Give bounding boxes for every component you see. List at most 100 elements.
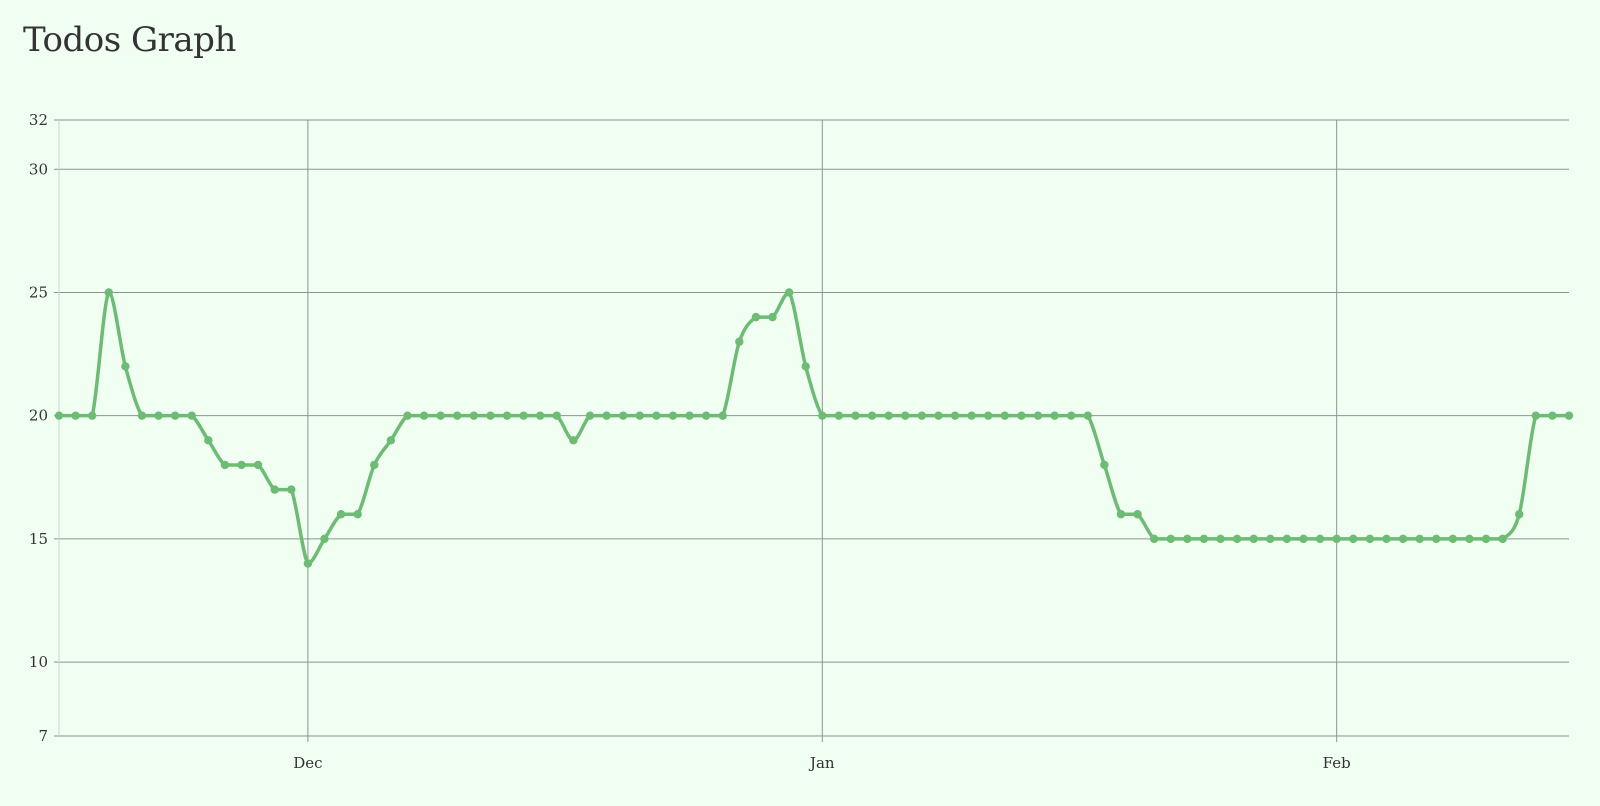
y-grid xyxy=(59,119,1569,737)
data-point xyxy=(950,411,960,420)
data-point xyxy=(536,411,545,420)
data-point xyxy=(967,411,976,420)
page-title: Todos Graph xyxy=(23,20,236,60)
data-point xyxy=(1564,411,1574,420)
data-point xyxy=(1050,411,1059,420)
data-point xyxy=(1332,534,1341,544)
data-point xyxy=(419,411,429,420)
x-tick-label: Jan xyxy=(808,754,835,772)
data-point xyxy=(1481,534,1491,544)
data-point xyxy=(436,411,445,420)
data-point xyxy=(370,460,379,470)
data-point xyxy=(1232,534,1242,544)
data-point xyxy=(220,460,230,470)
data-point xyxy=(818,411,827,420)
data-point xyxy=(1249,534,1258,544)
data-point xyxy=(668,411,678,420)
data-point xyxy=(1266,534,1275,544)
data-point xyxy=(519,411,528,420)
data-point xyxy=(867,411,877,420)
data-point xyxy=(1415,534,1424,544)
data-point xyxy=(253,460,263,470)
data-point xyxy=(187,411,196,420)
data-point xyxy=(170,411,180,420)
data-point xyxy=(137,411,147,420)
data-point xyxy=(154,411,163,420)
data-point xyxy=(1066,411,1076,420)
data-point xyxy=(1531,411,1541,420)
data-point xyxy=(1083,411,1092,420)
y-tick-label: 7 xyxy=(38,727,48,745)
y-axis: 7 10 15 20 25 30 32 xyxy=(29,111,60,745)
data-point xyxy=(87,411,97,420)
data-point xyxy=(486,411,495,420)
data-point xyxy=(1498,534,1507,544)
data-point xyxy=(984,411,993,420)
series-line xyxy=(57,290,1571,566)
y-tick-label: 10 xyxy=(29,653,48,671)
data-point xyxy=(386,436,396,445)
data-point xyxy=(1116,510,1126,519)
data-point xyxy=(1448,534,1458,544)
data-point xyxy=(71,411,80,420)
data-point xyxy=(1515,510,1524,519)
data-point xyxy=(1365,534,1375,544)
data-point xyxy=(1349,534,1358,544)
y-tick-label: 15 xyxy=(29,530,48,548)
data-point xyxy=(204,436,213,445)
data-point xyxy=(585,411,595,420)
data-point xyxy=(287,485,296,494)
data-point xyxy=(685,411,694,420)
data-point xyxy=(801,362,810,371)
data-point xyxy=(353,510,362,519)
x-grid xyxy=(307,120,1338,742)
data-point xyxy=(834,411,844,420)
data-point xyxy=(1216,534,1225,544)
x-axis: Dec Jan Feb xyxy=(293,754,1350,772)
data-point xyxy=(1299,534,1308,544)
data-point xyxy=(1432,534,1441,544)
data-point xyxy=(104,288,113,297)
data-point xyxy=(602,411,611,420)
data-point xyxy=(751,312,761,322)
data-point xyxy=(1033,411,1043,420)
data-point xyxy=(851,411,860,420)
x-tick-label: Feb xyxy=(1323,754,1351,772)
data-point xyxy=(237,460,246,470)
data-point xyxy=(1149,534,1159,544)
y-tick-label: 30 xyxy=(29,160,48,178)
data-point xyxy=(336,510,346,519)
data-point xyxy=(635,411,644,420)
data-point xyxy=(1398,534,1408,544)
data-point xyxy=(270,485,279,494)
data-point xyxy=(701,411,711,420)
data-point xyxy=(784,288,794,297)
y-tick-label: 20 xyxy=(29,407,48,425)
data-point xyxy=(1183,534,1192,544)
data-point xyxy=(1282,534,1292,544)
data-point xyxy=(469,411,479,420)
data-point xyxy=(502,411,512,420)
data-point xyxy=(1017,411,1026,420)
y-tick-label: 32 xyxy=(29,111,48,129)
data-point xyxy=(1382,534,1391,544)
data-point xyxy=(403,411,412,420)
data-point xyxy=(1199,534,1209,544)
data-point xyxy=(54,411,64,420)
data-point xyxy=(652,411,661,420)
series-points-group xyxy=(54,288,1574,568)
data-point xyxy=(552,411,562,420)
data-point xyxy=(1000,411,1010,420)
data-point xyxy=(1465,534,1474,544)
data-point xyxy=(1100,460,1109,470)
data-point xyxy=(1133,510,1142,519)
data-point xyxy=(1166,534,1175,544)
data-point xyxy=(934,411,943,420)
data-point xyxy=(569,436,578,445)
series-line-group xyxy=(57,290,1571,566)
data-point xyxy=(453,411,462,420)
data-point xyxy=(901,411,910,420)
x-tick-label: Dec xyxy=(293,754,322,772)
